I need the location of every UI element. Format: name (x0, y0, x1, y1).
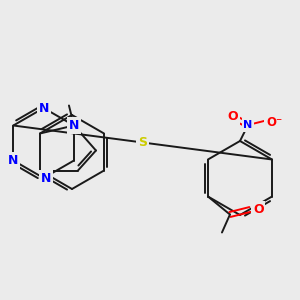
Text: O: O (228, 110, 238, 124)
Text: N: N (38, 101, 49, 115)
Text: O⁻: O⁻ (266, 116, 282, 128)
Text: S: S (138, 136, 147, 149)
Text: N: N (69, 119, 79, 132)
Text: O: O (253, 203, 264, 216)
Text: N: N (40, 172, 51, 184)
Text: N: N (243, 120, 253, 130)
Text: N: N (8, 154, 19, 167)
